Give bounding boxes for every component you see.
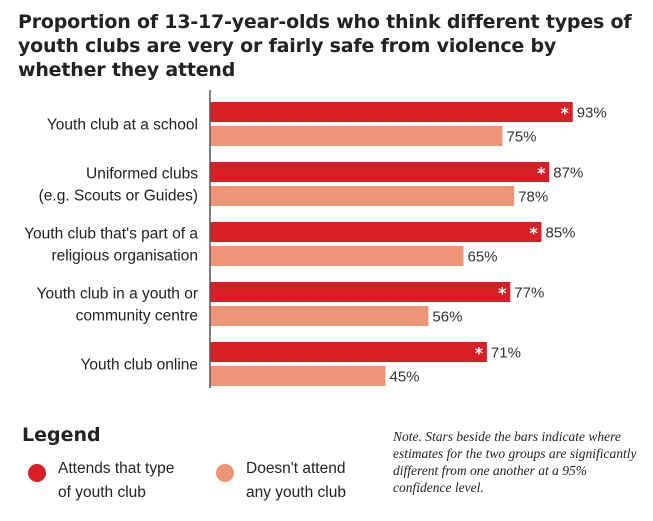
category-label: Youth club in a youth or community centre [37,286,198,325]
legend-label-not-attend: Doesn't attend any youth club [246,460,346,501]
category-label: Youth club online [81,357,199,374]
legend-item-attends: Attends that type of youth club [28,457,174,505]
category-label: Youth club that's part of a religious org… [24,226,198,265]
value-label-not-attend: 78% [518,189,548,206]
legend-item-not-attend: Doesn't attend any youth club [216,457,346,505]
bar-attends [210,342,487,362]
significance-star: * [498,284,507,303]
chart-title: Proportion of 13-17-year-olds who think … [18,11,632,81]
bar-not-attend [210,246,464,266]
significance-note: Note. Stars beside the bars indicate whe… [393,429,637,495]
bar-chart: 93% * 75% Youth club at a school 87% * 78% Unif… [24,90,607,388]
bar-not-attend [210,366,386,386]
category-label: Uniformed clubs (e.g. Scouts or Guides) [39,166,199,205]
significance-star: * [475,344,484,363]
value-label-not-attend: 75% [507,129,537,146]
bar-not-attend [210,126,503,146]
bar-attends [210,282,511,302]
legend-label-attends: Attends that type of youth club [58,460,175,501]
legend-title: Legend [22,424,101,446]
bar-attends [210,222,542,242]
significance-star: * [561,104,570,123]
bar-attends [210,162,550,182]
significance-star: * [529,224,538,243]
value-label-not-attend: 45% [390,369,420,386]
bar-attends [210,102,573,122]
category-label: Youth club at a school [47,117,198,134]
value-label-not-attend: 65% [468,249,498,266]
value-label-attends: 93% [577,105,607,122]
value-label-attends: 85% [546,225,576,242]
value-label-not-attend: 56% [432,309,462,326]
value-label-attends: 87% [553,165,583,182]
bar-not-attend [210,186,515,206]
legend-swatch-attends [28,464,46,482]
significance-star: * [537,164,546,183]
value-label-attends: 71% [491,345,521,362]
value-label-attends: 77% [514,285,544,302]
bar-not-attend [210,306,429,326]
legend-swatch-not-attend [216,464,234,482]
